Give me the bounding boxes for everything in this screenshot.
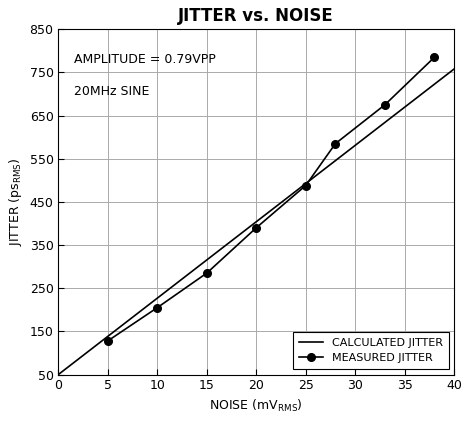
Text: 20MHz SINE: 20MHz SINE — [74, 85, 150, 98]
X-axis label: NOISE (mV$_{\rm RMS}$): NOISE (mV$_{\rm RMS}$) — [209, 398, 303, 414]
Line: MEASURED JITTER: MEASURED JITTER — [104, 53, 438, 345]
Title: JITTER vs. NOISE: JITTER vs. NOISE — [178, 7, 334, 25]
MEASURED JITTER — [431, 55, 437, 60]
MEASURED JITTER — [253, 225, 259, 230]
MEASURED JITTER — [204, 271, 210, 276]
Legend: CALCULATED JITTER, MEASURED JITTER: CALCULATED JITTER, MEASURED JITTER — [293, 332, 448, 369]
MEASURED JITTER — [382, 102, 388, 107]
Y-axis label: JITTER (ps$_{\rm RMS}$): JITTER (ps$_{\rm RMS}$) — [7, 157, 24, 246]
MEASURED JITTER — [105, 338, 111, 344]
MEASURED JITTER — [154, 305, 160, 310]
MEASURED JITTER — [333, 141, 338, 146]
MEASURED JITTER — [303, 183, 309, 188]
Text: AMPLITUDE = 0.79VPP: AMPLITUDE = 0.79VPP — [74, 53, 216, 67]
